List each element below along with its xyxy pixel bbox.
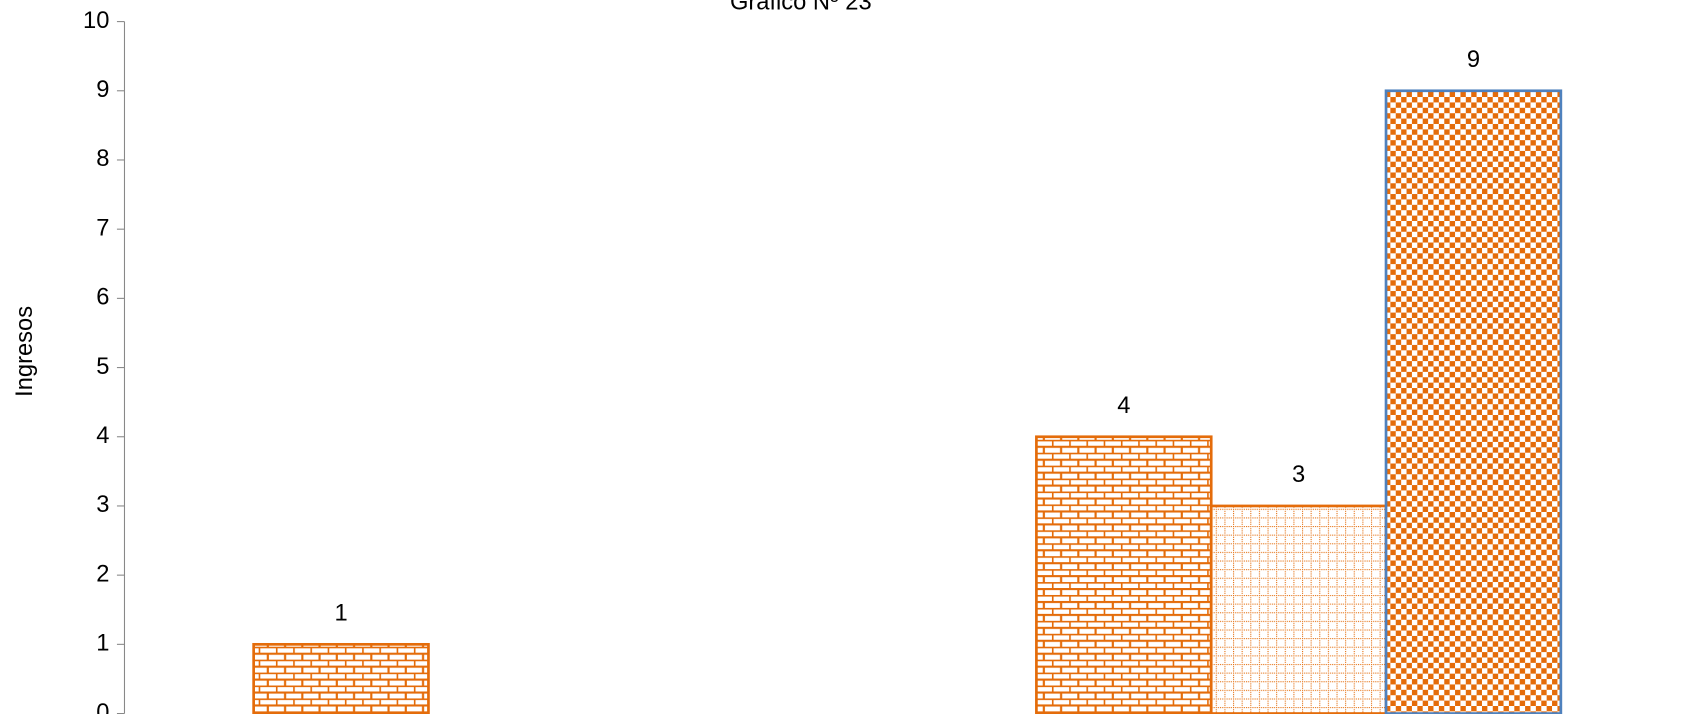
bar [1209, 504, 1388, 714]
y-tick-label: 2 [96, 561, 109, 587]
chart-title: Gráfico Nº 23 [730, 0, 872, 16]
y-tick-label: 8 [96, 146, 109, 172]
data-label: 9 [1467, 47, 1480, 73]
data-label: 4 [1117, 393, 1130, 419]
bar [1384, 89, 1563, 714]
y-tick-label: 0 [96, 700, 109, 714]
y-tick-label: 3 [96, 492, 109, 518]
y-axis-label: Ingresos [12, 306, 38, 397]
y-tick-label: 5 [96, 354, 109, 380]
y-tick-label: 7 [96, 215, 109, 241]
bar [252, 642, 430, 714]
data-label: 3 [1292, 462, 1305, 488]
bar [1035, 435, 1213, 714]
y-tick-label: 1 [96, 631, 109, 657]
y-tick-label: 4 [96, 423, 109, 449]
data-label: 1 [334, 600, 347, 626]
y-tick-label: 10 [83, 8, 109, 34]
y-tick-label: 9 [96, 77, 109, 103]
y-tick-label: 6 [96, 285, 109, 311]
